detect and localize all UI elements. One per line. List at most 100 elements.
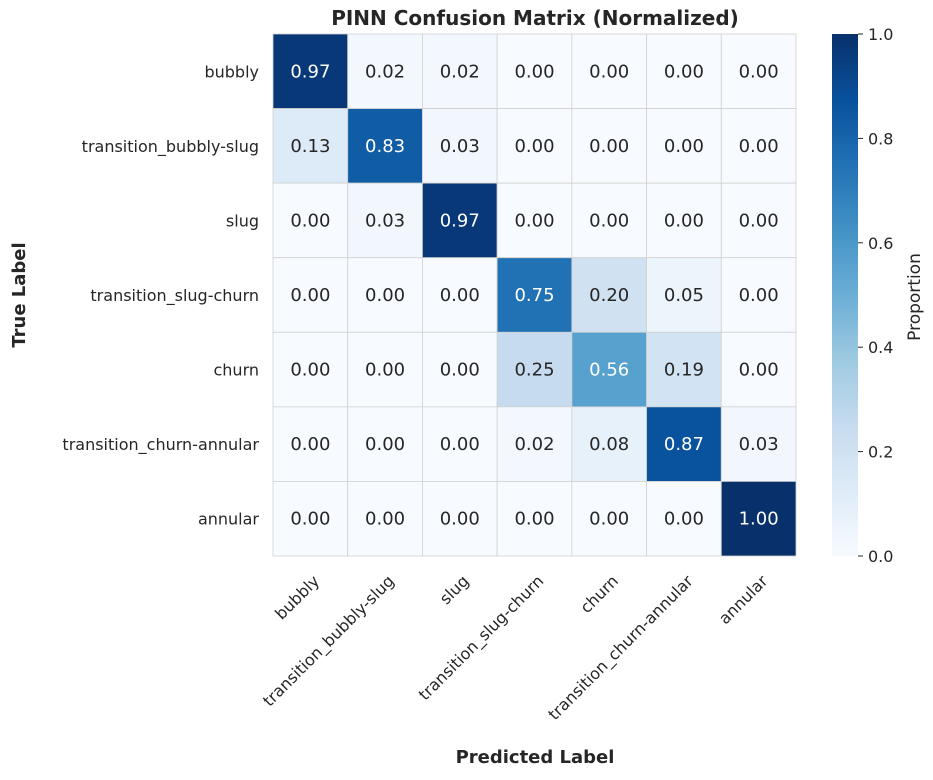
cell-value: 0.00	[514, 509, 554, 530]
cell-value: 1.00	[739, 509, 779, 530]
cell-value: 0.00	[514, 136, 554, 157]
cell-value: 0.19	[664, 360, 704, 381]
heatmap-cell	[646, 33, 722, 109]
cell-value: 0.20	[589, 285, 629, 306]
x-tick-label: transition_slug-churn	[415, 571, 548, 704]
y-tick-label: transition_slug-churn	[90, 286, 259, 306]
cell-value: 0.56	[589, 360, 629, 381]
y-tick-label: slug	[226, 211, 259, 230]
cell-value: 0.00	[589, 136, 629, 157]
heatmap-cell	[571, 33, 647, 109]
heatmap-cell	[496, 33, 573, 109]
cell-value: 0.00	[664, 210, 704, 231]
cell-value: 0.00	[365, 509, 405, 530]
cell-value: 0.00	[365, 360, 405, 381]
heatmap-cell	[272, 108, 349, 184]
cell-value: 0.00	[739, 210, 779, 231]
cell-value: 0.00	[589, 509, 629, 530]
heatmap-cell	[347, 182, 423, 259]
cell-value: 0.00	[739, 285, 779, 306]
cell-value: 0.08	[589, 434, 629, 455]
cell-value: 0.00	[739, 136, 779, 157]
cell-value: 0.00	[664, 136, 704, 157]
heatmap-cell	[720, 182, 797, 259]
x-tick-label: transition_bubbly-slug	[259, 571, 399, 711]
cell-value: 0.02	[365, 61, 405, 82]
y-tick-label: churn	[213, 361, 259, 380]
colorbar-tick-label: 1.0	[868, 25, 893, 44]
y-tick-label: annular	[198, 510, 259, 529]
cell-value: 0.00	[739, 61, 779, 82]
chart-title: PINN Confusion Matrix (Normalized)	[331, 6, 739, 30]
heatmap-cell	[272, 33, 349, 109]
cell-value: 0.00	[290, 210, 330, 231]
x-tick-label: slug	[436, 571, 473, 608]
colorbar-tick-label: 0.4	[868, 338, 893, 357]
x-tick-label: annular	[715, 571, 772, 628]
cell-value: 0.00	[664, 61, 704, 82]
heatmap-cell	[571, 481, 647, 557]
cell-value: 0.13	[290, 136, 330, 157]
cell-value: 0.03	[739, 434, 779, 455]
colorbar-tick-label: 0.6	[868, 234, 893, 253]
cell-value: 0.00	[440, 434, 480, 455]
heatmap-cell	[720, 108, 797, 184]
colorbar-tick-label: 0.2	[868, 443, 893, 462]
cell-value: 0.00	[290, 360, 330, 381]
cell-value: 0.83	[365, 136, 405, 157]
heatmap-cell	[496, 257, 573, 333]
cell-value: 0.00	[290, 434, 330, 455]
heatmap-cell	[496, 182, 573, 259]
heatmap-cell	[422, 182, 498, 259]
cell-value: 0.00	[440, 285, 480, 306]
heatmap-cell	[347, 257, 423, 333]
cell-value: 0.87	[664, 434, 704, 455]
cell-value: 0.00	[440, 360, 480, 381]
heatmap-cells	[272, 33, 797, 557]
heatmap-cell	[422, 108, 498, 184]
heatmap-cell	[571, 182, 647, 259]
cell-value: 0.03	[440, 136, 480, 157]
cell-value: 0.25	[514, 360, 554, 381]
heatmap-cell	[720, 406, 797, 482]
heatmap-cell	[272, 331, 349, 408]
x-tick-label: bubbly	[271, 571, 323, 623]
y-axis-label: True Label	[9, 242, 30, 347]
cell-value: 0.00	[514, 210, 554, 231]
cell-value: 0.00	[290, 509, 330, 530]
heatmap-cell	[272, 257, 349, 333]
heatmap-cell	[272, 481, 349, 557]
heatmap-cell	[571, 108, 647, 184]
heatmap-cell	[422, 331, 498, 408]
heatmap-cell	[496, 406, 573, 482]
y-tick-label: bubbly	[204, 62, 259, 81]
heatmap-cell	[720, 331, 797, 408]
cell-value: 0.00	[589, 210, 629, 231]
x-tick-label: churn	[576, 571, 622, 617]
colorbar-tick-label: 0.8	[868, 129, 893, 148]
x-tick-label: transition_churn-annular	[544, 571, 697, 724]
cell-value: 0.00	[739, 360, 779, 381]
cell-value: 0.03	[365, 210, 405, 231]
y-tick-label: transition_churn-annular	[62, 435, 259, 455]
heatmap-cell	[720, 481, 797, 557]
heatmap-cell	[646, 257, 722, 333]
cell-value: 0.02	[514, 434, 554, 455]
x-axis-label: Predicted Label	[456, 747, 615, 768]
colorbar-ticks: 0.0 0.2 0.4 0.6 0.8 1.0	[858, 25, 893, 566]
y-tick-label: transition_bubbly-slug	[82, 137, 259, 157]
cell-value: 0.02	[440, 61, 480, 82]
heatmap-cell	[272, 406, 349, 482]
cell-value: 0.00	[664, 509, 704, 530]
cell-value: 0.00	[365, 285, 405, 306]
heatmap-cell	[571, 406, 647, 482]
colorbar-gradient	[832, 34, 858, 556]
heatmap-cell	[422, 406, 498, 482]
heatmap-cell	[347, 406, 423, 482]
colorbar: 0.0 0.2 0.4 0.6 0.8 1.0 Proportion	[832, 25, 925, 566]
heatmap-cell	[496, 481, 573, 557]
